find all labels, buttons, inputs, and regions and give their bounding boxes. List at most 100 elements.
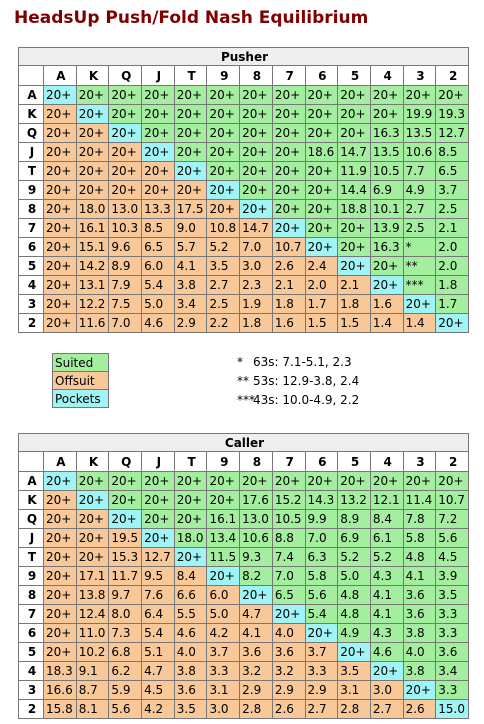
cell: 20+ xyxy=(43,275,77,295)
cell: 4.9 xyxy=(337,623,371,643)
cell: 20+ xyxy=(75,528,110,548)
cell: 14.3 xyxy=(304,490,339,510)
column-header: A xyxy=(43,65,77,86)
cell: 1.7 xyxy=(435,294,469,314)
hand-row: A 20+ 20+ 20+ 20+ 20+ 20+ 20+ 20+ 20+ 20+ 20+ 20+ 20+ xyxy=(18,85,469,105)
cell: 10.5 xyxy=(369,161,404,181)
cell: 8.9 xyxy=(337,509,371,529)
cell: 20+ xyxy=(435,85,469,105)
row-header: 9 xyxy=(18,180,44,200)
cell: 20+ xyxy=(206,471,241,491)
row-header: 5 xyxy=(18,256,44,276)
cell: 20+ xyxy=(369,275,404,295)
cell: 20+ xyxy=(206,566,241,586)
cell: 2.5 xyxy=(435,199,469,219)
row-header: 8 xyxy=(18,199,44,219)
cell: 4.8 xyxy=(402,547,437,567)
cell: 20+ xyxy=(271,604,306,624)
cell: 20+ xyxy=(206,104,241,124)
caption-row: Caller xyxy=(18,433,469,452)
cell: 9.1 xyxy=(75,661,110,681)
cell: 4.6 xyxy=(369,642,404,662)
column-header: 2 xyxy=(435,451,469,472)
cell: 3.5 xyxy=(435,585,469,605)
cell: 5.7 xyxy=(173,237,208,257)
cell: 13.0 xyxy=(108,199,143,219)
row-header: 2 xyxy=(18,313,44,333)
cell: 20+ xyxy=(108,180,143,200)
cell: 2.2 xyxy=(206,313,241,333)
cell: 20+ xyxy=(43,623,77,643)
cell: 20+ xyxy=(43,604,77,624)
cell: 20+ xyxy=(369,104,404,124)
cell: 20+ xyxy=(43,490,77,510)
cell: 8.5 xyxy=(435,142,469,162)
cell: 8.5 xyxy=(141,218,175,238)
cell: 20+ xyxy=(337,123,371,143)
cell: 20+ xyxy=(108,123,143,143)
cell: 8.2 xyxy=(239,566,273,586)
cell: 8.9 xyxy=(108,256,143,276)
cell: 20+ xyxy=(43,237,77,257)
cell: 6.1 xyxy=(369,528,404,548)
legend-item: Pockets xyxy=(52,389,109,408)
row-header: 6 xyxy=(18,623,44,643)
cell: 2.0 xyxy=(435,256,469,276)
cell: 20+ xyxy=(402,294,437,314)
cell: 20+ xyxy=(206,199,241,219)
cell: 20+ xyxy=(337,218,371,238)
cell: 4.3 xyxy=(369,566,404,586)
cell: 5.6 xyxy=(108,699,143,719)
hand-row: 5 20+ 14.2 8.9 6.0 4.1 3.5 3.0 2.6 2.4 20+ 20+ ** 2.0 xyxy=(18,256,469,276)
cell: 3.5 xyxy=(337,661,371,681)
cell: 4.5 xyxy=(435,547,469,567)
hand-row: 8 20+ 13.8 9.7 7.6 6.6 6.0 20+ 6.5 5.6 4.8 4.1 3.6 3.… xyxy=(18,585,469,605)
cell: 20+ xyxy=(43,313,77,333)
cell: 5.6 xyxy=(304,585,339,605)
cell: 17.5 xyxy=(173,199,208,219)
cell: 4.2 xyxy=(206,623,241,643)
cell: 11.0 xyxy=(75,623,110,643)
cell: 20+ xyxy=(43,528,77,548)
hand-row: 3 16.6 8.7 5.9 4.5 3.6 3.1 2.9 2.9 2.9 3.1 3.0 20+ 3.… xyxy=(18,680,469,700)
cell: 5.4 xyxy=(141,275,175,295)
cell: 3.4 xyxy=(435,661,469,681)
cell: 5.2 xyxy=(206,237,241,257)
cell: 20+ xyxy=(173,471,208,491)
cell: 10.6 xyxy=(402,142,437,162)
cell: 6.6 xyxy=(173,585,208,605)
row-header: K xyxy=(18,490,44,510)
cell: 7.2 xyxy=(435,509,469,529)
cell: 11.4 xyxy=(402,490,437,510)
cell: 19.5 xyxy=(108,528,143,548)
hand-row: T 20+ 20+ 15.3 12.7 20+ 11.5 9.3 7.4 6.3 5.2 5.2 4.8… xyxy=(18,547,469,567)
cell: 1.4 xyxy=(402,313,437,333)
cell: 13.9 xyxy=(369,218,404,238)
cell: 12.7 xyxy=(141,547,175,567)
cell: 20+ xyxy=(337,104,371,124)
cell: 20+ xyxy=(271,85,306,105)
cell: 13.1 xyxy=(75,275,110,295)
cell: 7.8 xyxy=(402,509,437,529)
cell: 7.7 xyxy=(402,161,437,181)
cell: 20+ xyxy=(271,161,306,181)
column-header: J xyxy=(141,65,175,86)
cell: 20+ xyxy=(75,123,110,143)
cell: 1.8 xyxy=(435,275,469,295)
hand-row: 7 20+ 12.4 8.0 6.4 5.5 5.0 4.7 20+ 5.4 4.8 4.1 3.6 3.… xyxy=(18,604,469,624)
cell: 3.6 xyxy=(271,642,306,662)
column-header: 6 xyxy=(304,451,339,472)
cell: 10.7 xyxy=(271,237,306,257)
note-text: 63s: 7.1-5.1, 2.3 xyxy=(253,355,352,369)
cell: 10.2 xyxy=(75,642,110,662)
column-header: Q xyxy=(108,65,143,86)
cell: 15.3 xyxy=(108,547,143,567)
cell: 10.7 xyxy=(435,490,469,510)
cell: 4.8 xyxy=(337,585,371,605)
cell: 5.9 xyxy=(108,680,143,700)
cell: 16.1 xyxy=(75,218,110,238)
cell: 20+ xyxy=(141,490,175,510)
cell: 20+ xyxy=(173,161,208,181)
row-header: 4 xyxy=(18,275,44,295)
